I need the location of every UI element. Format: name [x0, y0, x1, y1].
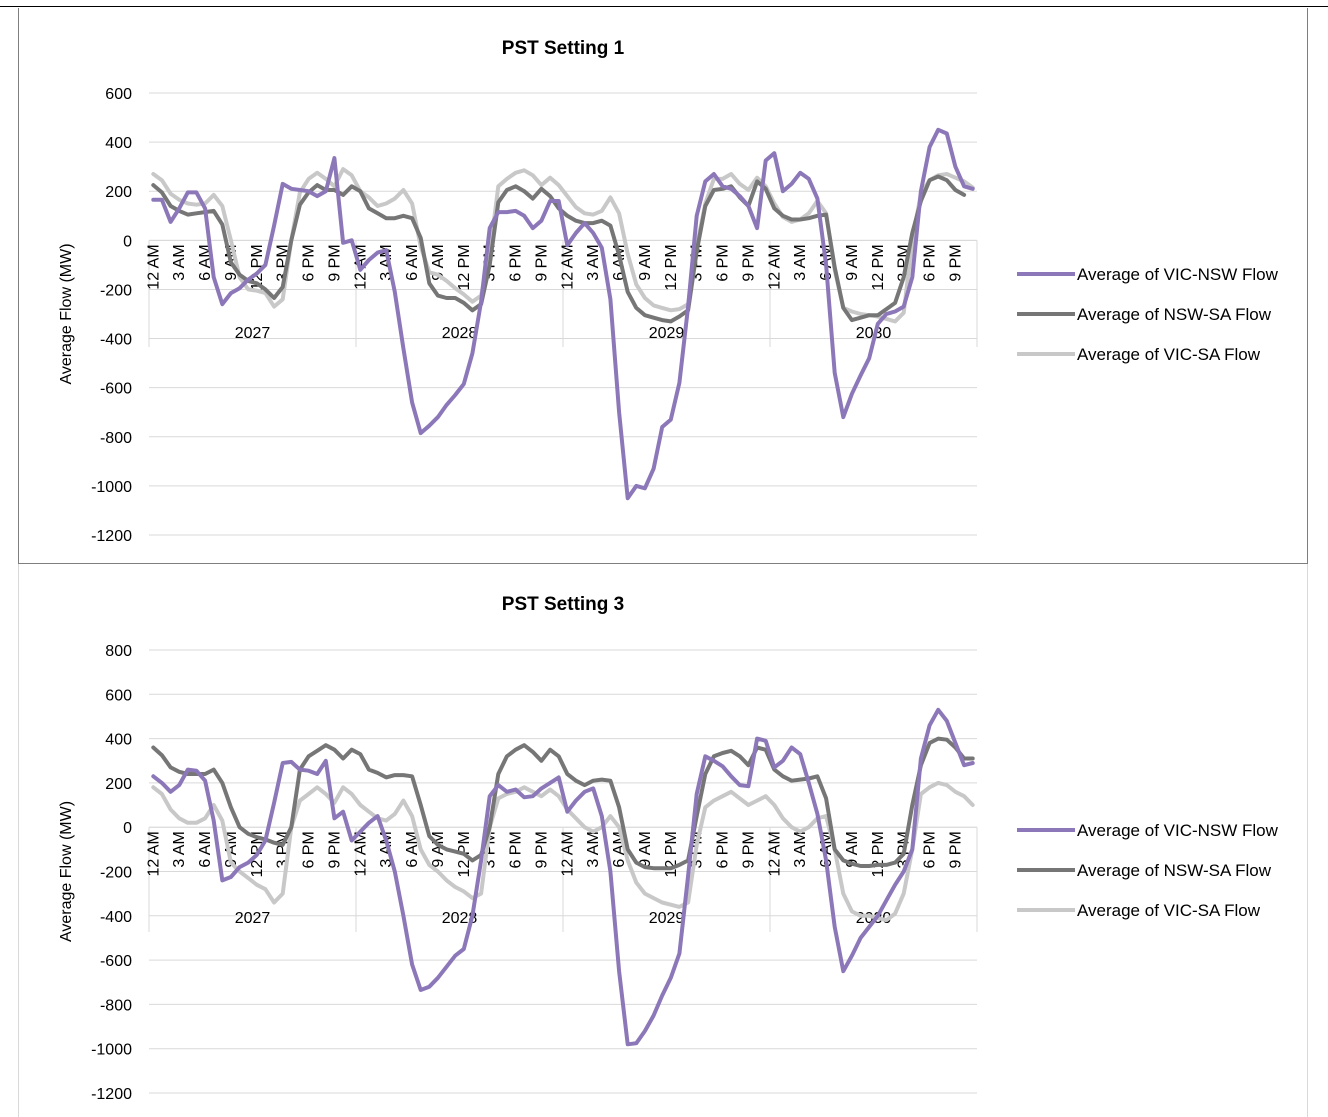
y-tick-label: -200: [100, 282, 132, 299]
year-label: 2029: [649, 325, 685, 342]
y-tick-label: -600: [100, 381, 132, 398]
legend-label-average-of-vic-nsw-flow: Average of VIC-NSW Flow: [1077, 821, 1279, 840]
x-tick-label: 12 AM: [766, 244, 783, 289]
x-tick-label: 6 PM: [301, 244, 318, 281]
x-tick-label: 9 PM: [326, 244, 343, 281]
x-tick-label: 12 AM: [145, 244, 162, 289]
series-line-average-of-vic-nsw-flow: [151, 127, 975, 501]
year-label: 2027: [235, 910, 271, 927]
x-tick-label: 9 PM: [533, 244, 550, 281]
x-tick-label: 9 AM: [844, 244, 861, 280]
legend-label-average-of-nsw-sa-flow: Average of NSW-SA Flow: [1077, 861, 1272, 880]
x-tick-label: 9 PM: [947, 244, 964, 281]
y-tick-label: -1200: [91, 528, 132, 545]
x-tick-label: 12 AM: [559, 244, 576, 289]
year-label: 2028: [442, 910, 478, 927]
x-tick-label: 6 PM: [508, 244, 525, 281]
y-axis-label: Average Flow (MW): [58, 243, 75, 384]
x-tick-label: 3 AM: [792, 244, 809, 280]
x-tick-label: 6 AM: [197, 831, 214, 867]
x-tick-label: 12 PM: [870, 244, 887, 290]
y-tick-label: 600: [105, 86, 132, 103]
y-tick-label: 600: [105, 687, 132, 704]
y-tick-label: -1200: [91, 1086, 132, 1103]
x-tick-label: 9 PM: [326, 831, 343, 868]
x-tick-label: 6 AM: [404, 244, 421, 280]
x-tick-label: 3 AM: [585, 244, 602, 280]
y-tick-label: 0: [123, 820, 132, 837]
x-tick-label: 3 AM: [171, 244, 188, 280]
x-tick-label: 9 PM: [947, 831, 964, 868]
x-tick-label: 6 PM: [508, 831, 525, 868]
y-tick-label: -800: [100, 997, 132, 1014]
y-tick-label: 200: [105, 776, 132, 793]
y-tick-label: -1000: [91, 479, 132, 496]
y-tick-label: -400: [100, 909, 132, 926]
y-tick-label: -600: [100, 953, 132, 970]
x-tick-label: 9 AM: [637, 244, 654, 280]
x-tick-label: 6 PM: [922, 244, 939, 281]
x-tick-label: 12 PM: [456, 244, 473, 290]
chart-svg-pst-setting-1: PST Setting 1 600 400 200 0 -200 -400 -600 -800 -…: [58, 38, 1279, 545]
legend-label-average-of-vic-nsw-flow: Average of VIC-NSW Flow: [1077, 265, 1279, 284]
y-tick-label: 800: [105, 643, 132, 660]
x-tick-label: 12 AM: [352, 831, 369, 876]
chart-svg-pst-setting-3: PST Setting 3 800 600 400 200 0 -200 -400 -600 -8…: [58, 594, 1279, 1103]
x-tick-label: 6 PM: [715, 831, 732, 868]
x-tick-label: 3 AM: [171, 831, 188, 867]
chart-title: PST Setting 1: [502, 38, 625, 59]
series-line-average-of-vic-nsw-flow: [151, 707, 975, 1047]
legend-label-average-of-vic-sa-flow: Average of VIC-SA Flow: [1077, 901, 1261, 920]
year-label: 2028: [442, 325, 478, 342]
x-tick-label: 12 AM: [145, 831, 162, 876]
y-tick-label: 200: [105, 184, 132, 201]
x-tick-label: 3 AM: [585, 831, 602, 867]
x-tick-label: 9 PM: [533, 831, 550, 868]
x-tick-label: 6 PM: [301, 831, 318, 868]
x-tick-label: 12 PM: [249, 244, 266, 290]
y-tick-label: -200: [100, 865, 132, 882]
x-tick-label: 12 PM: [663, 831, 680, 877]
x-tick-label: 9 PM: [740, 244, 757, 281]
top-rule: [0, 6, 1328, 7]
x-tick-label: 12 AM: [559, 831, 576, 876]
y-tick-label: -400: [100, 332, 132, 349]
legend-label-average-of-nsw-sa-flow: Average of NSW-SA Flow: [1077, 305, 1272, 324]
x-tick-label: 12 PM: [663, 244, 680, 290]
x-tick-label: 6 PM: [922, 831, 939, 868]
y-tick-label: 400: [105, 732, 132, 749]
x-tick-label: 9 PM: [740, 831, 757, 868]
x-tick-label: 6 PM: [715, 244, 732, 281]
series-line-average-of-vic-sa-flow: [151, 780, 975, 923]
x-tick-label: 12 PM: [870, 831, 887, 877]
legend-label-average-of-vic-sa-flow: Average of VIC-SA Flow: [1077, 345, 1261, 364]
y-tick-label: 400: [105, 135, 132, 152]
x-tick-label: 3 AM: [792, 831, 809, 867]
y-tick-label: -1000: [91, 1042, 132, 1059]
x-tick-label: 9 AM: [844, 831, 861, 867]
year-label: 2029: [649, 910, 685, 927]
y-tick-label: 0: [123, 233, 132, 250]
chart-panel-pst-setting-3: PST Setting 3 800 600 400 200 0 -200 -400 -600 -8…: [18, 564, 1308, 1117]
y-axis-label: Average Flow (MW): [58, 801, 75, 942]
x-tick-label: 12 AM: [766, 831, 783, 876]
year-label: 2027: [235, 325, 271, 342]
x-tick-label: 9 AM: [637, 831, 654, 867]
y-tick-label: -800: [100, 430, 132, 447]
series-line-average-of-nsw-sa-flow: [151, 736, 975, 871]
chart-title: PST Setting 3: [502, 594, 624, 615]
chart-panel-pst-setting-1: PST Setting 1 600 400 200 0 -200 -400 -600 -800 -…: [18, 8, 1308, 564]
